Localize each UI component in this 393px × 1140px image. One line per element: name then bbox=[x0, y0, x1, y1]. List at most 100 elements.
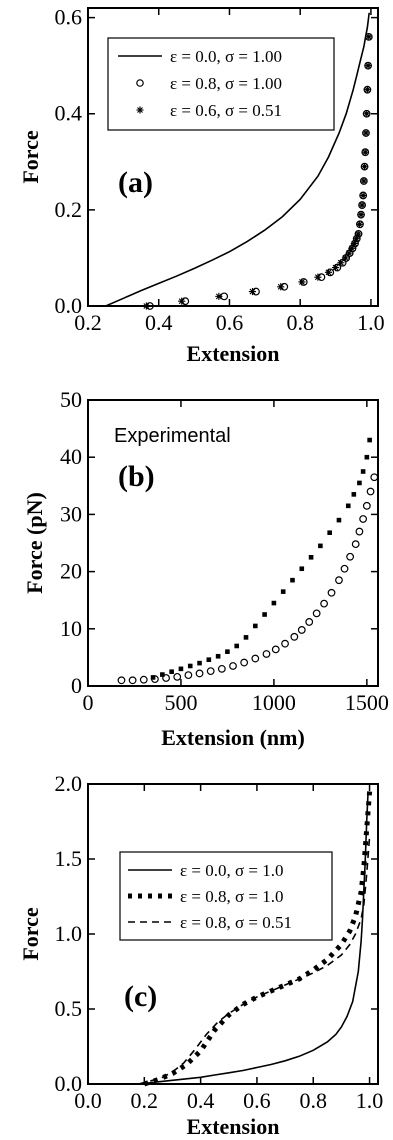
data-point-circle bbox=[206, 667, 215, 676]
data-point-circle bbox=[370, 473, 379, 482]
y-tick-label: 1.5 bbox=[55, 846, 83, 871]
data-point-square bbox=[290, 577, 295, 583]
y-tick-label: 0.0 bbox=[55, 293, 83, 318]
y-tick-label: 50 bbox=[60, 387, 82, 412]
data-point-star bbox=[341, 254, 350, 262]
y-tick-label: 0.5 bbox=[55, 996, 83, 1021]
panel-a-legend: ε = 0.0, σ = 1.00 ε = 0.8, σ = 1.00 ε = … bbox=[107, 37, 335, 131]
legend-star-marker bbox=[136, 106, 144, 114]
data-point-square bbox=[364, 454, 370, 460]
data-point-circle bbox=[184, 671, 193, 680]
data-point-square bbox=[271, 600, 277, 606]
data-point-square bbox=[280, 589, 286, 594]
x-tick-label: 0.4 bbox=[187, 1088, 215, 1113]
data-point-circle bbox=[290, 632, 299, 641]
data-point-star bbox=[352, 235, 361, 243]
data-point-star bbox=[365, 33, 373, 41]
data-point-square bbox=[308, 555, 314, 560]
x-axis-label: Extension bbox=[187, 1114, 280, 1139]
data-point-star bbox=[277, 283, 285, 291]
data-point-square bbox=[327, 530, 332, 536]
panel-b: 0 500 1000 1500 0 10 20 30 40 50 Experimental (b)… bbox=[22, 387, 389, 750]
data-point-square bbox=[178, 666, 184, 672]
legend-star-glyph bbox=[136, 106, 144, 114]
panel-b-series bbox=[117, 437, 379, 685]
data-point-square bbox=[169, 669, 174, 674]
data-point-circle bbox=[359, 515, 368, 523]
data-point-circle bbox=[251, 654, 260, 663]
x-axis-label: Extension bbox=[187, 341, 280, 366]
data-point-star bbox=[142, 302, 150, 310]
y-tick-label: 0.0 bbox=[55, 1071, 83, 1096]
data-point-star bbox=[337, 259, 345, 267]
x-tick-label: 500 bbox=[164, 690, 197, 715]
legend-label: ε = 0.0, σ = 1.00 bbox=[170, 47, 282, 66]
x-tick-label: 0 bbox=[83, 690, 94, 715]
data-point-square bbox=[225, 649, 230, 654]
data-point-star bbox=[358, 201, 366, 209]
panel-label: (a) bbox=[118, 166, 153, 199]
y-tick-label: 0 bbox=[71, 673, 82, 698]
data-point-circle bbox=[262, 650, 271, 658]
x-tick-label: 0.2 bbox=[74, 310, 102, 335]
data-point-star bbox=[248, 287, 257, 296]
data-point-square bbox=[243, 635, 249, 640]
x-tick-label: 0.8 bbox=[299, 1088, 327, 1113]
data-point-circle bbox=[217, 664, 226, 673]
x-tick-label: 1.0 bbox=[357, 310, 385, 335]
data-point-square bbox=[262, 612, 267, 617]
data-point-star bbox=[350, 239, 358, 248]
data-point-star bbox=[178, 297, 186, 305]
data-point-star bbox=[362, 129, 370, 137]
data-point-circle bbox=[229, 662, 237, 670]
y-axis-label: Force bbox=[18, 907, 43, 961]
panel-a-ticks: 0.2 0.4 0.6 0.8 1.00.00.20.40.6 bbox=[55, 5, 385, 335]
annotation-experimental: Experimental bbox=[114, 425, 231, 447]
data-point-star bbox=[215, 292, 223, 300]
data-point-star bbox=[357, 211, 365, 219]
x-tick-label: 1000 bbox=[252, 690, 296, 715]
y-tick-label: 1.0 bbox=[55, 921, 83, 946]
data-point-square bbox=[351, 492, 357, 497]
legend-circle-marker bbox=[136, 79, 144, 87]
y-tick-label: 20 bbox=[60, 559, 82, 584]
legend-label: ε = 0.0, σ = 1.0 bbox=[180, 861, 283, 880]
data-point-star bbox=[345, 249, 353, 257]
panel-a-legend-box bbox=[107, 37, 335, 131]
panel-c-legend: ε = 0.0, σ = 1.0 ε = 0.8, σ = 1.0 ε = 0.… bbox=[119, 851, 333, 941]
panel-label: (b) bbox=[118, 460, 155, 493]
data-point-star bbox=[360, 177, 368, 185]
series-line-dotted bbox=[143, 791, 373, 1087]
x-axis-label: Extension (nm) bbox=[161, 725, 305, 750]
x-tick-label: 1500 bbox=[345, 690, 389, 715]
series-line-solid bbox=[138, 791, 369, 1085]
data-point-circle bbox=[297, 626, 306, 634]
panel-label: (c) bbox=[124, 980, 157, 1013]
y-tick-label: 10 bbox=[60, 616, 82, 641]
data-point-square bbox=[206, 657, 212, 662]
data-point-circle bbox=[327, 588, 336, 597]
y-axis-label: Force (pN) bbox=[22, 492, 47, 594]
data-point-circle bbox=[335, 576, 343, 585]
y-tick-label: 0.4 bbox=[55, 101, 83, 126]
data-point-star bbox=[364, 62, 372, 70]
panel-c: 0.0 0.2 0.4 0.6 0.8 1.0 0.0 0.5 1.0 1.5 2.0 ε = 0.… bbox=[18, 771, 383, 1139]
data-point-circle bbox=[162, 674, 170, 682]
data-point-square bbox=[360, 469, 366, 474]
data-point-circle bbox=[173, 672, 182, 681]
data-point-circle bbox=[351, 540, 360, 549]
legend-label: ε = 0.8, σ = 1.0 bbox=[180, 887, 283, 906]
data-point-square bbox=[197, 660, 202, 666]
data-point-circle bbox=[362, 501, 371, 510]
data-point-circle bbox=[340, 564, 349, 573]
data-point-star bbox=[331, 263, 340, 272]
panel-c-ticks: 0.0 0.2 0.4 0.6 0.8 1.0 0.0 0.5 1.0 1.5 2.0 bbox=[55, 771, 384, 1113]
data-point-square bbox=[253, 623, 258, 629]
data-point-circle bbox=[151, 675, 159, 684]
data-point-star bbox=[324, 268, 333, 276]
panel-a-series bbox=[105, 12, 373, 310]
data-point-circle bbox=[281, 639, 289, 648]
data-point-square bbox=[187, 663, 193, 669]
y-tick-label: 2.0 bbox=[55, 771, 83, 796]
